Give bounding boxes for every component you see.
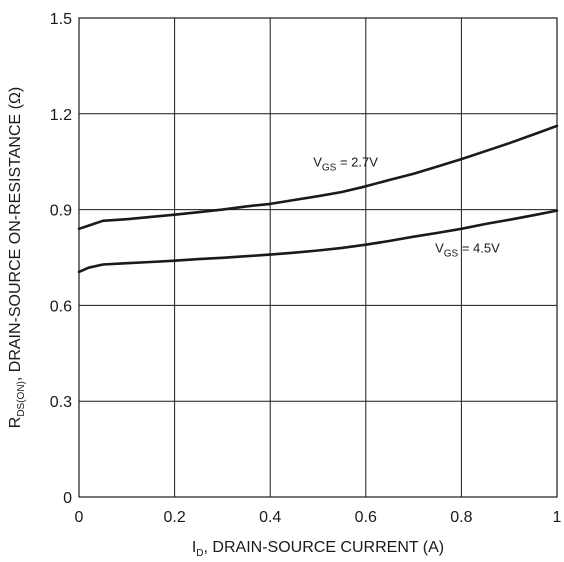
x-tick-label: 0.8	[450, 509, 472, 526]
y-tick-label: 0.3	[50, 394, 72, 411]
y-axis-title-sub: DS(ON)	[16, 381, 27, 417]
tick-labels: 0 0.2 0.4 0.6 0.8 1 0 0.3 0.6 0.9 1.2 1.5	[50, 11, 562, 526]
series-label-main: V	[435, 241, 444, 256]
plot-frame	[78, 17, 558, 498]
y-axis-title-rest: , DRAIN-SOURCE ON-RESISTANCE (Ω)	[7, 87, 24, 381]
y-axis-title-main: R	[7, 417, 24, 429]
y-axis-title: RDS(ON), DRAIN-SOURCE ON-RESISTANCE (Ω)	[7, 87, 27, 428]
x-axis-title-main: I	[192, 539, 196, 556]
series-line-vgs-2-7v	[77, 124, 559, 231]
x-axis-title-sub: D	[196, 548, 203, 559]
series-label-sub: GS	[444, 249, 459, 260]
grid	[79, 18, 557, 497]
series-group	[77, 124, 559, 274]
x-tick-label: 0.4	[259, 509, 281, 526]
y-tick-label: 0.6	[50, 298, 72, 315]
y-tick-label: 1.2	[50, 107, 72, 124]
x-axis-title: ID, DRAIN-SOURCE CURRENT (A)	[192, 539, 444, 559]
x-tick-label: 0.2	[163, 509, 185, 526]
series-label-rest: = 4.5V	[458, 241, 500, 256]
series-label-sub: GS	[322, 162, 337, 173]
x-tick-label: 1	[553, 509, 562, 526]
x-tick-label: 0	[75, 509, 84, 526]
x-tick-label: 0.6	[355, 509, 377, 526]
series-label-main: V	[313, 154, 322, 169]
y-tick-label: 0.9	[50, 203, 72, 220]
series-annotations: VGS = 2.7V VGS = 4.5V	[313, 154, 500, 259]
y-tick-label: 0	[63, 490, 72, 507]
series-line-vgs-4-5v	[77, 209, 559, 274]
series-label-vgs-2-7v: VGS = 2.7V	[313, 154, 378, 173]
series-label-rest: = 2.7V	[336, 154, 378, 169]
y-tick-label: 1.5	[50, 11, 72, 28]
series-label-vgs-4-5v: VGS = 4.5V	[435, 241, 500, 260]
x-axis-title-rest: , DRAIN-SOURCE CURRENT (A)	[204, 539, 445, 556]
